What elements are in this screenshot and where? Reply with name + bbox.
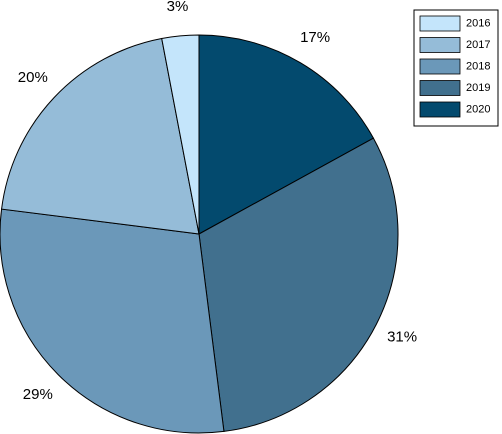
slice-label-2020: 17%	[300, 29, 330, 46]
pie-slice-2020	[198, 34, 375, 235]
legend-swatch-2020	[419, 101, 461, 118]
legend-swatch-2017	[419, 37, 461, 53]
slice-label-2019: 31%	[387, 328, 417, 345]
legend-label-2017: 2017	[466, 39, 490, 51]
legend-label-2019: 2019	[466, 82, 490, 94]
legend-swatch-2018	[419, 58, 461, 75]
slice-label-2018: 29%	[23, 386, 53, 403]
pie-slice-2016	[161, 34, 200, 235]
pie-slice-2018	[0, 208, 225, 434]
pie-slice-2017	[1, 37, 200, 235]
legend-label-2016: 2016	[466, 17, 490, 29]
legend-label-2018: 2018	[466, 60, 490, 72]
slice-label-2016: 3%	[167, 0, 189, 15]
pie-slice-2019	[198, 137, 399, 432]
pie-labels: 17% 31% 29% 20% 3%	[18, 0, 417, 403]
legend-label-2020: 2020	[466, 103, 490, 115]
pie-slices	[0, 34, 399, 434]
legend: 2016 2017 2018 2019 2020	[413, 9, 499, 127]
legend-swatch-2019	[419, 80, 461, 96]
legend-swatch-2016	[419, 15, 461, 32]
slice-label-2017: 20%	[18, 69, 48, 86]
